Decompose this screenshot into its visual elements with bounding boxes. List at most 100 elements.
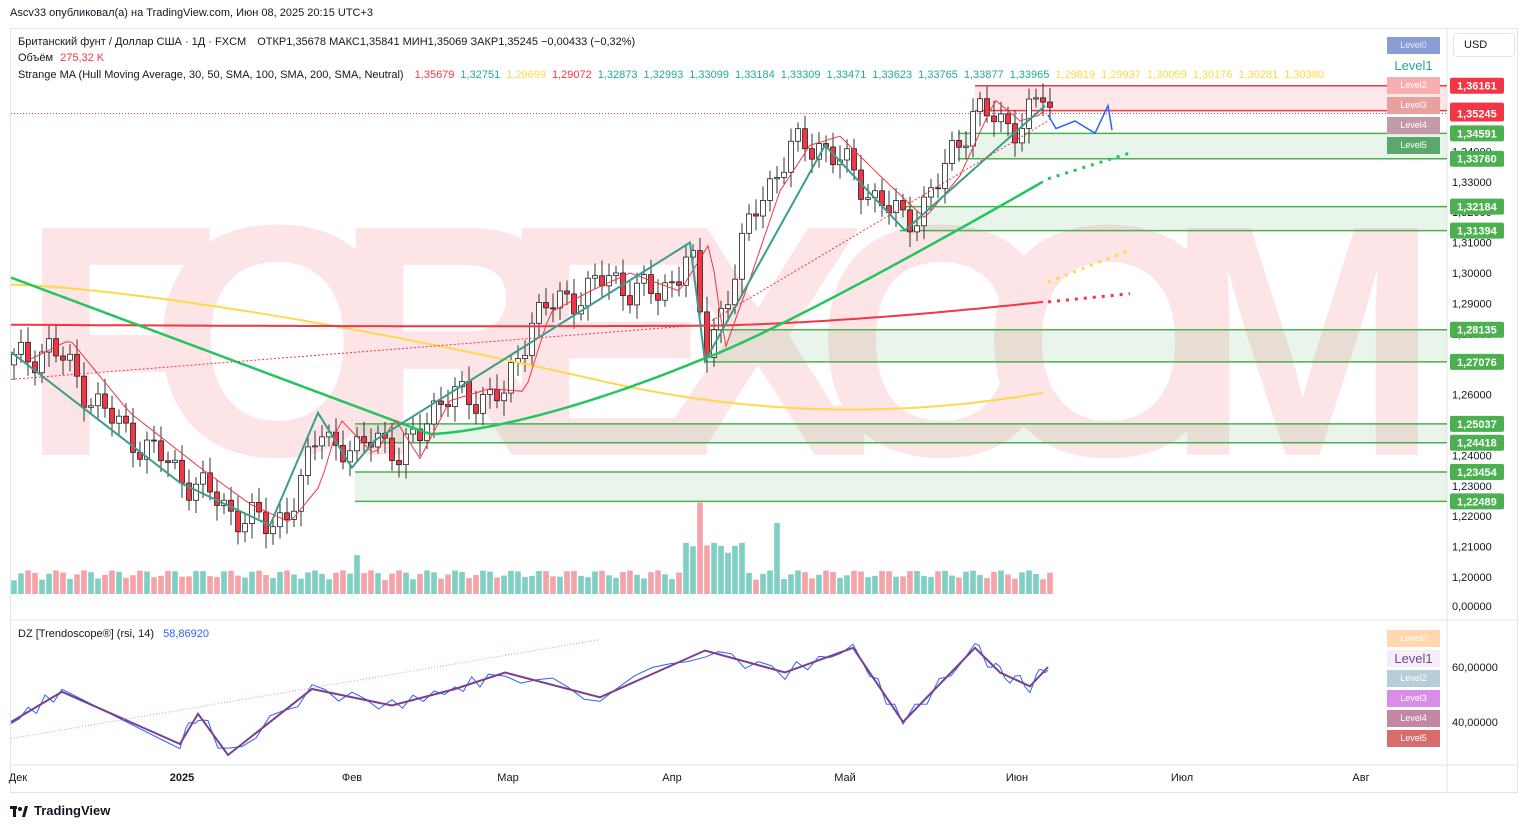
volume-bar [935,571,941,594]
candle-body [557,290,563,309]
strange-ma-value-10: 1,33623 [872,69,913,81]
volume-bar [963,571,969,594]
volume-bar [389,573,395,594]
candle-body [928,187,934,198]
level-box-rsi-level0: Level0 [1387,630,1440,647]
volume-bar [655,570,661,594]
volume-bar [382,579,388,594]
candle-body [480,394,486,414]
ma100-line [10,283,1044,411]
volume-bar [39,579,45,594]
price-label-box [1450,463,1504,480]
candle-body [452,386,458,408]
candle-body [536,302,542,324]
volume-bar [711,542,717,594]
candle-body [403,433,409,466]
symbol-legend: Британский фунт / Доллар США · 1Д · FXCM… [18,36,643,48]
volume-value: 275,32 K [60,52,105,64]
volume-bar [865,577,871,594]
rsi-label[interactable]: DZ [Trendoscope®] (rsi, 14) [18,628,155,640]
candle-body [977,98,983,113]
candle-body [291,510,297,520]
volume-bar [340,570,346,594]
rsi-legend: DZ [Trendoscope®] (rsi, 14) 58,86920 [18,628,217,640]
volume-bar [410,579,416,594]
volume-bar [837,577,843,594]
candle-body [914,225,920,233]
volume-bar [46,573,52,594]
volume-bar [571,570,577,594]
volume-bar [1019,572,1025,594]
candle-body [627,295,633,306]
candle-body [592,275,598,279]
symbol-name[interactable]: Британский фунт / Доллар США · 1Д · FXCM [18,36,247,48]
volume-bar [753,579,759,594]
volume-bar [795,570,801,594]
price-label-text: 1,34591 [1457,128,1497,140]
trend-dotted-2 [704,120,1049,326]
candle-body [438,400,444,405]
time-axis-label: Май [834,772,856,784]
candle-body [235,510,241,533]
candle-body [305,446,311,476]
strange-ma-value-13: 1,33965 [1009,69,1050,81]
strange-ma-label[interactable]: Strange MA (Hull Moving Average, 30, 50,… [18,69,404,81]
candle-body [179,459,185,484]
volume-bar [88,572,94,594]
volume-bar [620,571,626,594]
price-label-box [1450,434,1504,451]
volume-tick-label: 0,00000 [1452,601,1492,613]
level-box-rsi-level3: Level3 [1387,690,1440,707]
price-label-text: 1,24418 [1457,438,1497,450]
price-label-text: 1,36161 [1457,81,1497,93]
candle-body [760,199,766,217]
candle-body [347,450,353,463]
strange-ma-value-4: 1,32873 [597,69,638,81]
candle-body [550,307,556,310]
volume-bar [606,575,612,594]
volume-bar [74,574,80,594]
level-box-main-level2: Level2 [1387,77,1440,94]
candle-body [844,148,850,161]
volume-bar [354,555,360,594]
candle-body [774,177,780,180]
candle-body [564,290,570,295]
volume-bar [781,579,787,594]
volume-bar [228,570,234,594]
volume-bar [641,578,647,594]
ohlc-values: ОТКР1,35678 МАКС1,35841 МИН1,35069 ЗАКР1… [257,36,636,48]
volume-bar [662,574,668,594]
candle-body [697,250,703,313]
currency-button[interactable]: USD [1453,33,1515,57]
price-label-text: 1,31394 [1457,226,1498,238]
candle-body [501,392,507,402]
volume-bar [1012,578,1018,594]
candle-body [865,197,871,200]
time-axis-label: Мар [497,772,519,784]
volume-bar [81,570,87,594]
volume-bar [1040,579,1046,594]
volume-label[interactable]: Объём [18,52,54,64]
candle-body [529,322,535,356]
price-tick-label: 1,31000 [1452,238,1492,250]
volume-bar [767,570,773,594]
forecast-path [1047,103,1113,135]
candle-body [676,281,682,286]
candle-body [998,113,1004,123]
candle-body [1019,127,1025,144]
volume-bar [907,571,913,594]
candle-body [935,187,941,190]
candle-body [39,351,45,374]
candle-body [25,341,31,363]
candle-body [53,338,59,357]
volume-bar [683,542,689,594]
strange-ma-value-12: 1,33877 [963,69,1004,81]
volume-bar [270,578,276,594]
candle-body [32,361,38,374]
candle-body [95,393,101,407]
trend-dotted [10,324,706,380]
tradingview-logo-icon [10,805,28,817]
volume-bar [431,572,437,594]
tradingview-brand[interactable]: TradingView [10,803,110,818]
